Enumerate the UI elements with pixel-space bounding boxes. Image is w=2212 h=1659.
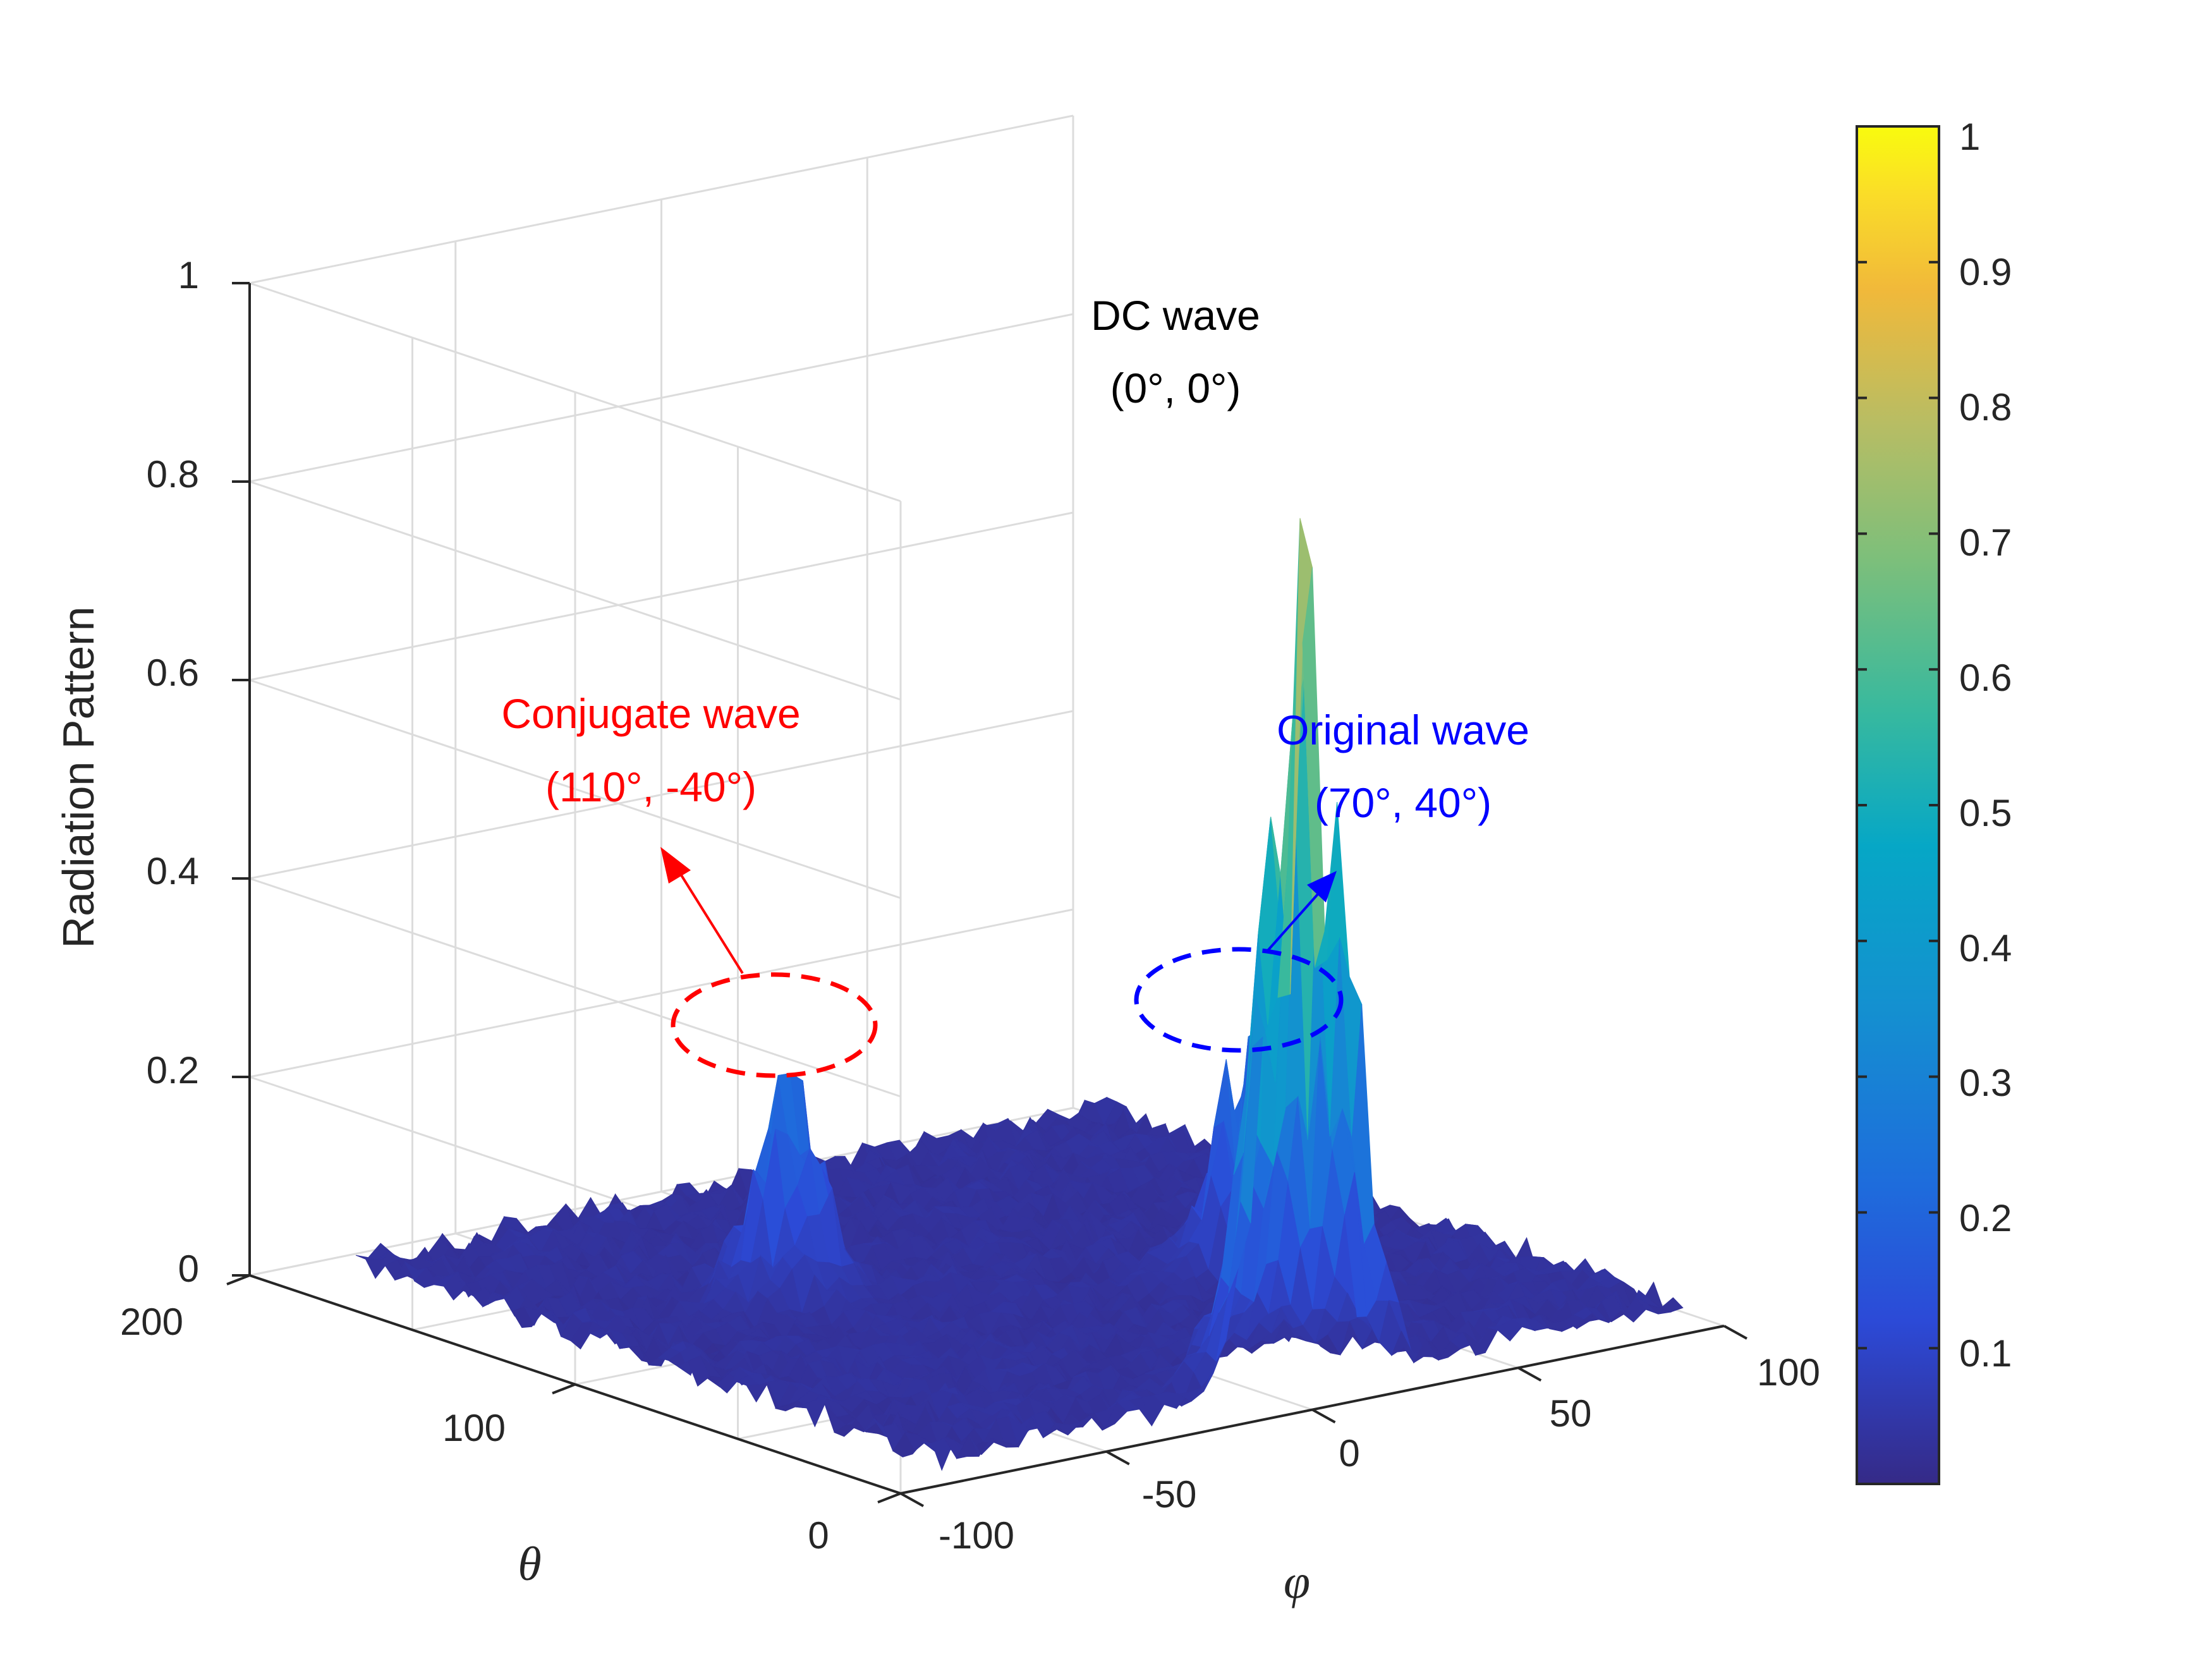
original-wave-highlight — [1134, 947, 1344, 1053]
phi-axis-label: φ — [1284, 1555, 1310, 1608]
phi-tick-mark — [1517, 1366, 1542, 1382]
original-wave-coords: (70°, 40°) — [1315, 779, 1492, 826]
theta-tick-mark — [552, 1383, 576, 1395]
colorbar: 0.1 0.2 0.3 0.4 0.5 0.6 0.7 0.8 0.9 1 — [1856, 116, 2012, 1485]
z-tick-label: 0.6 — [147, 652, 199, 694]
colorbar-tick-label: 0.2 — [1959, 1197, 2012, 1239]
z-axis-ticks: 1 0.8 0.6 0.4 0.2 0 — [147, 254, 199, 1290]
colorbar-tick-label: 0.5 — [1959, 792, 2012, 834]
grid-line — [249, 1107, 1074, 1277]
theta-tick-label: 0 — [808, 1514, 829, 1557]
conjugate-wave-highlight — [671, 972, 878, 1078]
phi-tick-mark — [1105, 1450, 1130, 1466]
surface-plot — [355, 518, 1684, 1471]
theta-tick-mark — [226, 1274, 250, 1285]
colorbar-tick-label: 0.3 — [1959, 1062, 2012, 1104]
colorbar-tick-label: 0.7 — [1959, 521, 2012, 564]
original-wave-arrow — [1266, 893, 1319, 952]
colorbar-tick-label: 0.4 — [1959, 927, 2012, 969]
phi-tick-label: -50 — [1142, 1473, 1197, 1516]
phi-axis-ticks: -100 -50 0 50 100 — [939, 1351, 1820, 1557]
phi-tick-label: 50 — [1550, 1392, 1592, 1435]
z-tick-label: 0 — [178, 1248, 199, 1290]
conjugate-wave-coords: (110°, -40°) — [545, 763, 757, 810]
colorbar-gradient — [1856, 125, 1940, 1485]
phi-tick-label: -100 — [939, 1514, 1014, 1557]
z-tick-label: 0.4 — [147, 850, 199, 892]
conjugate-wave-arrow — [678, 871, 744, 975]
colorbar-tick-label: 0.8 — [1959, 386, 2012, 428]
dc-wave-annotation: DC wave (0°, 0°) — [1091, 292, 1260, 411]
phi-tick-mark — [1311, 1408, 1336, 1424]
z-tick-label: 0.8 — [147, 453, 199, 495]
z-tick-label: 1 — [178, 254, 199, 296]
theta-tick-label: 100 — [442, 1407, 506, 1449]
colorbar-tick-label: 0.1 — [1959, 1332, 2012, 1375]
colorbar-tick-label: 0.6 — [1959, 657, 2012, 699]
theta-axis-label: θ — [518, 1538, 541, 1591]
colorbar-tick-label: 0.9 — [1959, 251, 2012, 293]
original-wave-label: Original wave — [1277, 707, 1529, 753]
conjugate-wave-label: Conjugate wave — [501, 690, 800, 737]
dc-wave-label: DC wave — [1091, 292, 1260, 339]
axes-lines — [226, 282, 1747, 1507]
surface-patch — [1660, 1297, 1684, 1313]
colorbar-tick-label: 1 — [1959, 116, 1980, 158]
theta-tick-label: 200 — [120, 1301, 183, 1343]
phi-tick-mark — [900, 1492, 924, 1507]
original-wave-annotation: Original wave (70°, 40°) — [1134, 707, 1529, 1053]
theta-tick-mark — [877, 1492, 901, 1504]
phi-tick-mark — [1723, 1325, 1747, 1340]
z-axis-label: Radiation Pattern — [54, 607, 103, 949]
conjugate-wave-annotation: Conjugate wave (110°, -40°) — [501, 690, 878, 1078]
z-tick-label: 0.2 — [147, 1049, 199, 1091]
original-wave-arrowhead — [1307, 871, 1337, 902]
phi-tick-label: 100 — [1757, 1351, 1820, 1394]
phi-tick-label: 0 — [1339, 1432, 1359, 1474]
dc-wave-coords: (0°, 0°) — [1110, 365, 1241, 411]
conjugate-wave-arrowhead — [660, 847, 691, 884]
theta-axis-ticks: 200 100 0 — [120, 1301, 829, 1557]
